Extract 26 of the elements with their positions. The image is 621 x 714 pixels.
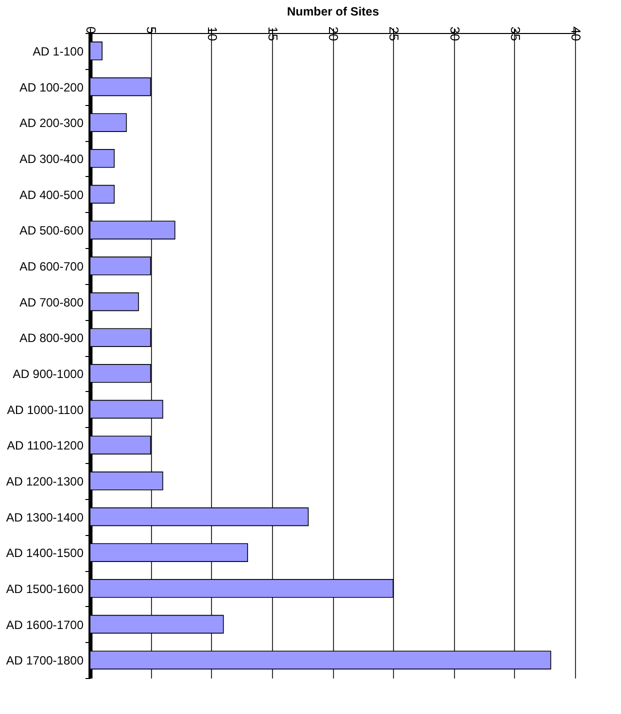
y-tick-label: AD 700-800 (19, 295, 84, 310)
x-tick-label: 25 (386, 26, 402, 41)
x-tick-label: 0 (84, 26, 98, 34)
y-tick-label: AD 1500-1600 (6, 582, 84, 596)
y-tick-label: AD 800-900 (19, 331, 84, 346)
y-tick-label: AD 1300-1400 (6, 510, 84, 524)
x-tick-label: 20 (326, 26, 341, 41)
y-tick-label: AD 300-400 (19, 152, 84, 166)
x-tick-label: 15 (265, 26, 280, 41)
y-tick-label: AD 1400-1500 (6, 546, 84, 560)
y-tick-label: AD 200-300 (19, 116, 84, 130)
y-tick-label: AD 1600-1700 (6, 618, 84, 632)
x-tick-label: 10 (204, 26, 220, 41)
x-tick-label: 35 (508, 26, 523, 41)
y-tick-label: AD 1000-1100 (7, 402, 84, 417)
y-tick-label: AD 1-100 (32, 44, 84, 58)
y-tick-label: AD 1200-1300 (6, 474, 84, 488)
y-tick-label: AD 100-200 (19, 80, 84, 94)
y-tick-label: AD 900-1000 (12, 366, 84, 381)
y-tick-label: AD 1700-1800 (6, 654, 84, 668)
y-tick-label: AD 1100-1200 (7, 438, 84, 453)
y-tick-label: AD 500-600 (19, 224, 84, 238)
y-tick-label: AD 600-700 (19, 259, 84, 274)
x-tick-label: 40 (568, 26, 584, 41)
x-axis-title: Number of Sites (286, 4, 380, 18)
y-tick-label: AD 400-500 (19, 188, 84, 202)
